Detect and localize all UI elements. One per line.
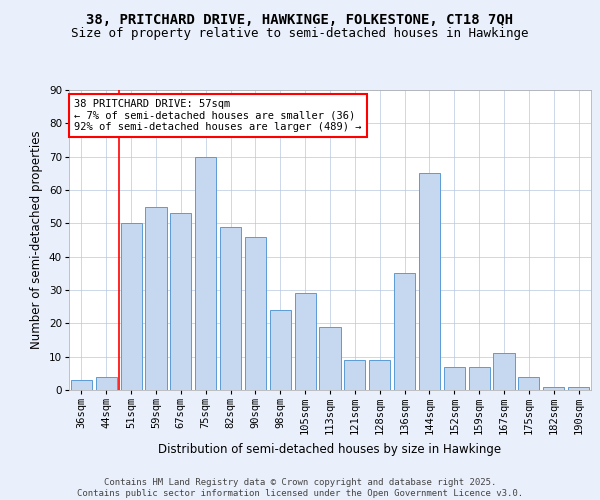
Text: Size of property relative to semi-detached houses in Hawkinge: Size of property relative to semi-detach… [71, 28, 529, 40]
X-axis label: Distribution of semi-detached houses by size in Hawkinge: Distribution of semi-detached houses by … [158, 443, 502, 456]
Y-axis label: Number of semi-detached properties: Number of semi-detached properties [31, 130, 43, 350]
Bar [170, 214, 191, 390]
Bar [96, 376, 117, 390]
Bar [369, 360, 390, 390]
Bar [394, 274, 415, 390]
Text: Contains HM Land Registry data © Crown copyright and database right 2025.
Contai: Contains HM Land Registry data © Crown c… [77, 478, 523, 498]
Bar [469, 366, 490, 390]
Bar [518, 376, 539, 390]
Text: 38 PRITCHARD DRIVE: 57sqm
← 7% of semi-detached houses are smaller (36)
92% of s: 38 PRITCHARD DRIVE: 57sqm ← 7% of semi-d… [74, 99, 362, 132]
Bar [220, 226, 241, 390]
Bar [543, 386, 564, 390]
Bar [319, 326, 341, 390]
Text: 38, PRITCHARD DRIVE, HAWKINGE, FOLKESTONE, CT18 7QH: 38, PRITCHARD DRIVE, HAWKINGE, FOLKESTON… [86, 12, 514, 26]
Bar [419, 174, 440, 390]
Bar [245, 236, 266, 390]
Bar [444, 366, 465, 390]
Bar [493, 354, 515, 390]
Bar [568, 386, 589, 390]
Bar [195, 156, 216, 390]
Bar [295, 294, 316, 390]
Bar [344, 360, 365, 390]
Bar [145, 206, 167, 390]
Bar [71, 380, 92, 390]
Bar [121, 224, 142, 390]
Bar [270, 310, 291, 390]
